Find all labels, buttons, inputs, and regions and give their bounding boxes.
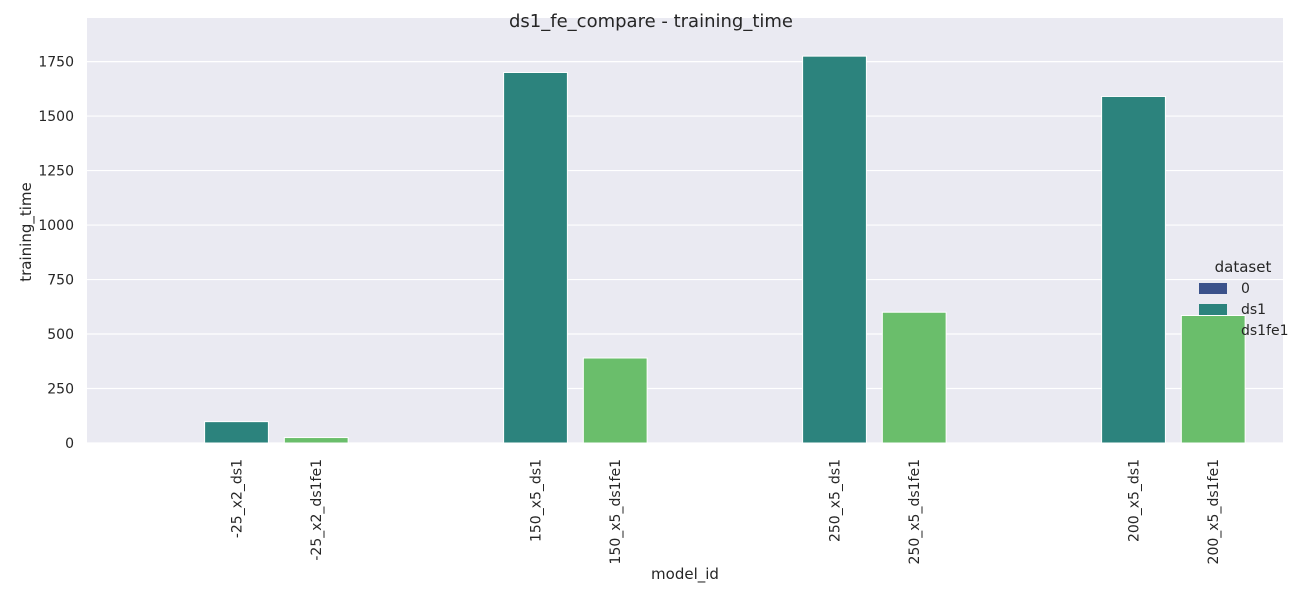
y-tick-label: 1750 <box>38 55 74 71</box>
y-tick-label: 750 <box>47 273 74 289</box>
x-tick-label: -25_x2_ds1fe1 <box>309 459 325 561</box>
legend-label-ds1: ds1 <box>1241 302 1266 318</box>
legend-label-ds1fe1: ds1fe1 <box>1241 323 1289 339</box>
x-tick-label: -25_x2_ds1 <box>230 459 246 538</box>
y-axis-label: training_time <box>17 182 36 282</box>
bar-ds1fe1-150_x5_ds1fe1 <box>582 357 648 444</box>
y-tick-label: 250 <box>47 382 74 398</box>
y-tick-label: 1250 <box>38 164 74 180</box>
bar-ds1-150_x5_ds1 <box>503 71 568 444</box>
x-axis-label: model_id <box>651 565 719 584</box>
y-tick-label: 1000 <box>38 218 74 234</box>
plot-background <box>87 18 1283 443</box>
bar-ds1-250_x5_ds1 <box>802 55 867 444</box>
x-axis-ticks: -25_x2_ds1 -25_x2_ds1fe1 150_x5_ds1 150_x5_… <box>230 459 1223 564</box>
bar-ds1fe1--25_x2_ds1fe1 <box>283 437 349 444</box>
bars <box>204 55 1246 444</box>
legend-label-0: 0 <box>1241 281 1250 297</box>
legend-title: dataset <box>1215 258 1272 276</box>
bar-ds1-200_x5_ds1 <box>1101 95 1166 444</box>
x-tick-label: 200_x5_ds1 <box>1127 459 1143 542</box>
bar-ds1--25_x2_ds1 <box>204 421 269 444</box>
y-axis-ticks: 0 250 500 750 1000 1250 1500 1750 <box>38 55 74 452</box>
y-tick-label: 0 <box>65 436 74 452</box>
y-tick-label: 500 <box>47 327 74 343</box>
x-tick-label: 250_x5_ds1 <box>828 459 844 542</box>
y-tick-label: 1500 <box>38 109 74 125</box>
legend-swatch-ds1fe1 <box>1199 325 1227 336</box>
x-tick-label: 250_x5_ds1fe1 <box>907 459 923 564</box>
x-tick-label: 150_x5_ds1fe1 <box>608 459 624 564</box>
bar-ds1fe1-200_x5_ds1fe1 <box>1180 315 1246 444</box>
bar-ds1fe1-250_x5_ds1fe1 <box>881 311 947 444</box>
legend: dataset 0 ds1 ds1fe1 <box>1199 258 1289 339</box>
chart-title: ds1_fe_compare - training_time <box>509 11 793 32</box>
x-tick-label: 150_x5_ds1 <box>529 459 545 542</box>
x-tick-label: 200_x5_ds1fe1 <box>1206 459 1222 564</box>
legend-swatch-0 <box>1199 283 1227 294</box>
legend-swatch-ds1 <box>1199 304 1227 315</box>
